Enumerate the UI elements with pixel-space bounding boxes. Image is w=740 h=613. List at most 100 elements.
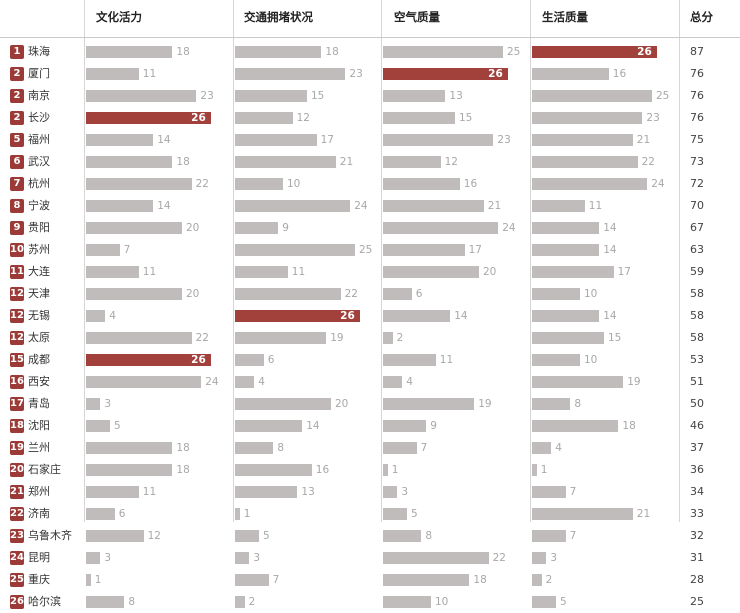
traffic-bar xyxy=(235,464,312,476)
traffic-bar xyxy=(235,200,351,212)
total-score: 58 xyxy=(690,331,704,344)
air-bar xyxy=(383,420,427,432)
culture-value: 1 xyxy=(94,574,102,586)
traffic-bar xyxy=(235,178,283,190)
rank-badge: 12 xyxy=(10,309,24,323)
city-name: 大连 xyxy=(28,265,50,278)
air-bar xyxy=(383,376,403,388)
air-bar xyxy=(383,134,494,146)
air-value: 14 xyxy=(454,310,468,322)
table-row: 21 郑州 11 13 3 7 34 xyxy=(0,481,740,503)
table-row: 8 宁波 14 24 21 11 70 xyxy=(0,195,740,217)
column-divider xyxy=(233,0,234,522)
culture-bar xyxy=(86,178,192,190)
total-score: 50 xyxy=(690,397,704,410)
traffic-bar xyxy=(235,112,293,124)
life-value: 15 xyxy=(608,332,622,344)
table-row: 1 珠海 18 18 25 26 87 xyxy=(0,41,740,63)
traffic-value: 20 xyxy=(335,398,349,410)
air-value: 4 xyxy=(406,376,413,388)
culture-bar xyxy=(86,156,173,168)
traffic-bar xyxy=(235,420,303,432)
table-row: 12 无锡 4 26 14 14 58 xyxy=(0,305,740,327)
life-bar xyxy=(532,222,600,234)
header-traffic: 交通拥堵状况 xyxy=(244,10,313,24)
traffic-bar xyxy=(235,398,331,410)
culture-value: 18 xyxy=(176,156,190,168)
rank-badge: 2 xyxy=(10,111,24,125)
air-bar xyxy=(383,112,455,124)
air-bar xyxy=(383,530,422,542)
traffic-bar xyxy=(235,530,259,542)
traffic-bar xyxy=(235,156,336,168)
life-value: 14 xyxy=(603,222,617,234)
air-value: 5 xyxy=(411,508,418,520)
traffic-bar xyxy=(235,222,279,234)
traffic-value: 13 xyxy=(301,486,315,498)
air-value: 26 xyxy=(488,68,503,80)
city-name: 兰州 xyxy=(28,441,50,454)
culture-bar xyxy=(86,266,139,278)
traffic-value: 17 xyxy=(320,134,334,146)
culture-value: 26 xyxy=(191,354,206,366)
traffic-bar xyxy=(235,266,288,278)
traffic-value: 14 xyxy=(306,420,320,432)
air-value: 21 xyxy=(487,200,502,212)
air-bar xyxy=(383,354,436,366)
air-value: 24 xyxy=(502,222,516,234)
culture-value: 18 xyxy=(176,46,190,58)
culture-bar xyxy=(86,508,115,520)
culture-bar xyxy=(86,596,125,608)
culture-value: 8 xyxy=(128,596,136,608)
city-name: 武汉 xyxy=(28,155,50,168)
air-value: 9 xyxy=(430,420,437,432)
rank-badge: 5 xyxy=(10,133,24,147)
traffic-value: 19 xyxy=(330,332,344,344)
table-row: 10 苏州 7 25 17 14 63 xyxy=(0,239,740,261)
culture-value: 7 xyxy=(123,244,131,256)
air-bar xyxy=(383,266,479,278)
city-name: 长沙 xyxy=(28,111,50,124)
table-row: 24 昆明 3 3 22 3 31 xyxy=(0,547,740,569)
total-score: 33 xyxy=(690,507,704,520)
traffic-value: 7 xyxy=(272,574,280,586)
rank-badge: 26 xyxy=(10,595,24,609)
traffic-value: 25 xyxy=(359,244,373,256)
life-bar xyxy=(532,266,614,278)
culture-bar xyxy=(86,332,192,344)
culture-bar xyxy=(86,376,202,388)
culture-value: 18 xyxy=(176,464,190,476)
table-row: 6 武汉 18 21 12 22 73 xyxy=(0,151,740,173)
life-value: 2 xyxy=(545,574,553,586)
air-bar xyxy=(383,574,470,586)
life-value: 26 xyxy=(637,46,652,58)
table-row: 2 厦门 11 23 26 16 76 xyxy=(0,63,740,85)
total-score: 25 xyxy=(690,595,704,608)
column-divider xyxy=(381,0,382,522)
air-value: 16 xyxy=(463,178,478,190)
life-value: 19 xyxy=(627,376,641,388)
culture-value: 5 xyxy=(114,420,121,432)
traffic-bar xyxy=(235,134,317,146)
rank-badge: 2 xyxy=(10,67,24,81)
life-value: 5 xyxy=(560,596,567,608)
culture-bar xyxy=(86,46,173,58)
air-bar xyxy=(383,508,407,520)
total-score: 76 xyxy=(690,89,704,102)
header-life: 生活质量 xyxy=(542,10,588,24)
table-row: 9 贵阳 20 9 24 14 67 xyxy=(0,217,740,239)
culture-bar xyxy=(86,134,154,146)
rank-badge: 18 xyxy=(10,419,24,433)
total-score: 51 xyxy=(690,375,704,388)
life-bar xyxy=(532,420,619,432)
life-value: 17 xyxy=(617,266,631,278)
traffic-value: 4 xyxy=(258,376,265,388)
rank-badge: 23 xyxy=(10,529,24,543)
rank-badge: 6 xyxy=(10,155,24,169)
total-score: 37 xyxy=(690,441,704,454)
air-bar xyxy=(383,244,465,256)
culture-value: 3 xyxy=(104,398,112,410)
air-value: 3 xyxy=(401,486,409,498)
traffic-value: 12 xyxy=(296,112,310,124)
life-bar xyxy=(532,508,633,520)
